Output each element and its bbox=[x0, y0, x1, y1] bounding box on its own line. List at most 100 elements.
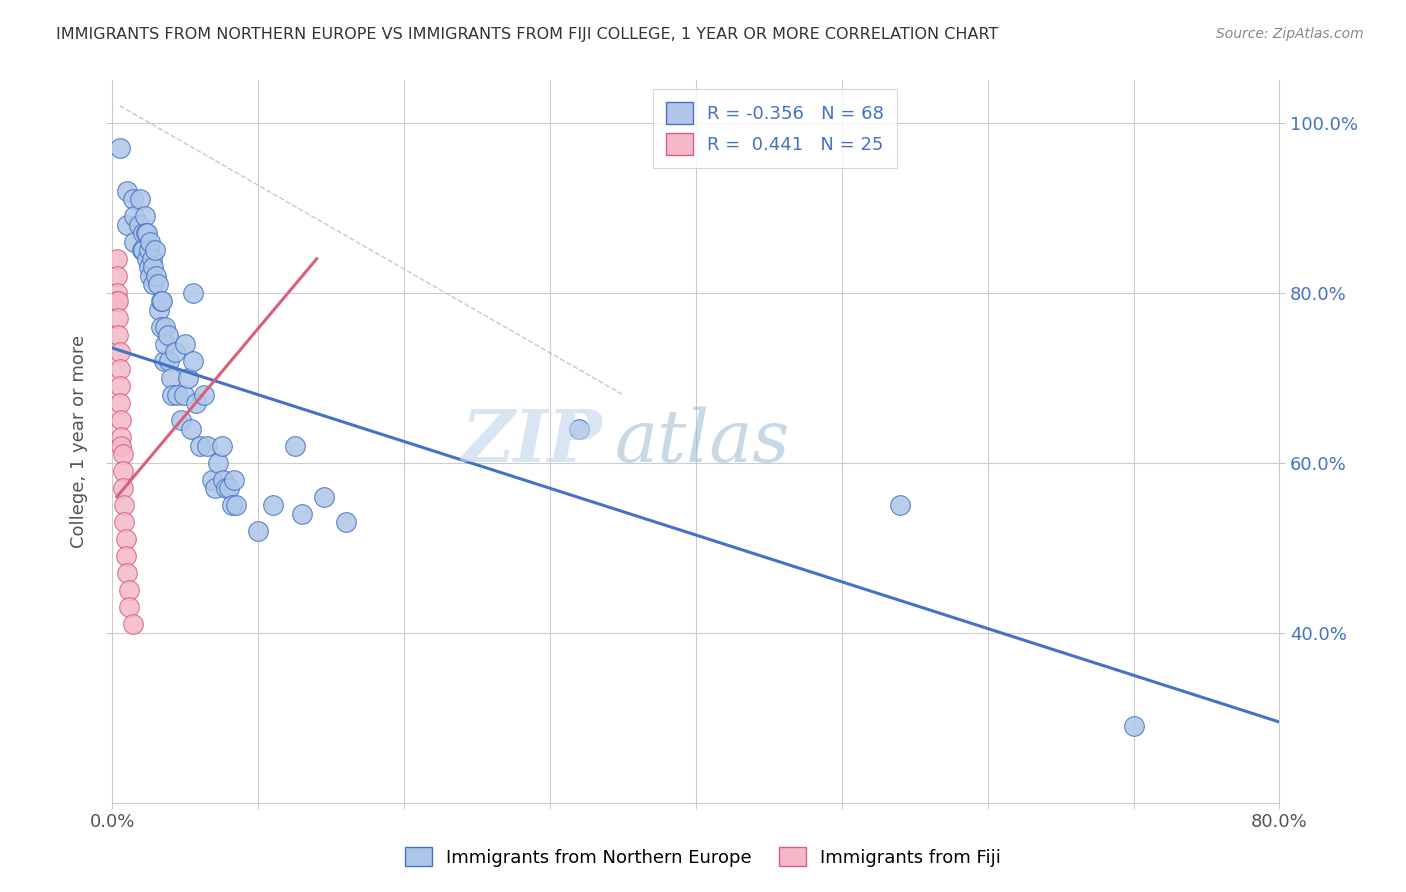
Point bbox=[110, 430, 132, 444]
Point bbox=[180, 422, 202, 436]
Point bbox=[188, 439, 211, 453]
Point bbox=[108, 345, 131, 359]
Point bbox=[568, 422, 591, 436]
Point bbox=[115, 184, 138, 198]
Point bbox=[107, 294, 129, 309]
Point bbox=[165, 345, 187, 359]
Point bbox=[211, 439, 233, 453]
Point bbox=[184, 396, 207, 410]
Point bbox=[114, 533, 136, 547]
Point bbox=[111, 464, 134, 478]
Point bbox=[129, 192, 152, 206]
Point bbox=[193, 388, 215, 402]
Point bbox=[132, 244, 155, 258]
Point bbox=[312, 490, 335, 504]
Legend: Immigrants from Northern Europe, Immigrants from Fiji: Immigrants from Northern Europe, Immigra… bbox=[398, 840, 1008, 874]
Text: ZIP: ZIP bbox=[461, 406, 603, 477]
Point bbox=[107, 311, 129, 326]
Text: atlas: atlas bbox=[614, 406, 790, 477]
Point bbox=[181, 285, 204, 300]
Point bbox=[114, 549, 136, 564]
Point bbox=[138, 244, 160, 258]
Point bbox=[262, 498, 284, 512]
Point bbox=[157, 353, 180, 368]
Point bbox=[153, 319, 176, 334]
Point bbox=[174, 336, 197, 351]
Point bbox=[212, 473, 235, 487]
Point bbox=[222, 473, 245, 487]
Point bbox=[110, 413, 132, 427]
Point bbox=[105, 268, 128, 283]
Point bbox=[112, 498, 135, 512]
Point bbox=[149, 319, 172, 334]
Point bbox=[139, 235, 162, 249]
Point bbox=[108, 362, 131, 376]
Point bbox=[335, 516, 357, 530]
Point bbox=[207, 456, 229, 470]
Point bbox=[1122, 719, 1144, 733]
Point bbox=[122, 617, 145, 632]
Text: Source: ZipAtlas.com: Source: ZipAtlas.com bbox=[1216, 27, 1364, 41]
Point bbox=[117, 600, 139, 615]
Point bbox=[136, 227, 159, 241]
Point bbox=[156, 328, 179, 343]
Point bbox=[201, 473, 224, 487]
Point bbox=[146, 277, 169, 292]
Legend: R = -0.356   N = 68, R =  0.441   N = 25: R = -0.356 N = 68, R = 0.441 N = 25 bbox=[654, 89, 897, 168]
Point bbox=[131, 244, 153, 258]
Point bbox=[195, 439, 218, 453]
Point bbox=[143, 244, 166, 258]
Point bbox=[108, 396, 131, 410]
Point bbox=[204, 481, 226, 495]
Point bbox=[225, 498, 247, 512]
Point bbox=[177, 371, 200, 385]
Point bbox=[105, 285, 128, 300]
Point bbox=[132, 227, 155, 241]
Point bbox=[115, 218, 138, 232]
Point bbox=[115, 566, 138, 581]
Point bbox=[108, 379, 131, 393]
Point bbox=[138, 260, 160, 275]
Point bbox=[105, 252, 128, 266]
Point bbox=[162, 388, 184, 402]
Point bbox=[139, 268, 162, 283]
Point bbox=[160, 371, 183, 385]
Point bbox=[149, 294, 172, 309]
Point bbox=[134, 209, 156, 223]
Point bbox=[153, 336, 176, 351]
Point bbox=[145, 268, 167, 283]
Point bbox=[111, 447, 134, 461]
Y-axis label: College, 1 year or more: College, 1 year or more bbox=[70, 335, 89, 548]
Point bbox=[124, 209, 146, 223]
Point bbox=[122, 192, 145, 206]
Point bbox=[136, 252, 159, 266]
Point bbox=[108, 141, 131, 155]
Point bbox=[291, 507, 314, 521]
Point bbox=[150, 294, 173, 309]
Point bbox=[218, 481, 240, 495]
Point bbox=[110, 439, 132, 453]
Point bbox=[166, 388, 188, 402]
Point bbox=[152, 353, 174, 368]
Point bbox=[889, 498, 911, 512]
Point bbox=[124, 235, 146, 249]
Point bbox=[247, 524, 270, 538]
Point bbox=[142, 277, 165, 292]
Point bbox=[221, 498, 243, 512]
Point bbox=[284, 439, 307, 453]
Point bbox=[170, 413, 193, 427]
Text: IMMIGRANTS FROM NORTHERN EUROPE VS IMMIGRANTS FROM FIJI COLLEGE, 1 YEAR OR MORE : IMMIGRANTS FROM NORTHERN EUROPE VS IMMIG… bbox=[56, 27, 998, 42]
Point bbox=[141, 252, 163, 266]
Point bbox=[107, 328, 129, 343]
Point bbox=[215, 481, 238, 495]
Point bbox=[181, 353, 204, 368]
Point bbox=[112, 516, 135, 530]
Point bbox=[105, 294, 128, 309]
Point bbox=[128, 218, 150, 232]
Point bbox=[173, 388, 195, 402]
Point bbox=[111, 481, 134, 495]
Point bbox=[135, 227, 157, 241]
Point bbox=[142, 260, 165, 275]
Point bbox=[117, 583, 139, 598]
Point bbox=[148, 302, 170, 317]
